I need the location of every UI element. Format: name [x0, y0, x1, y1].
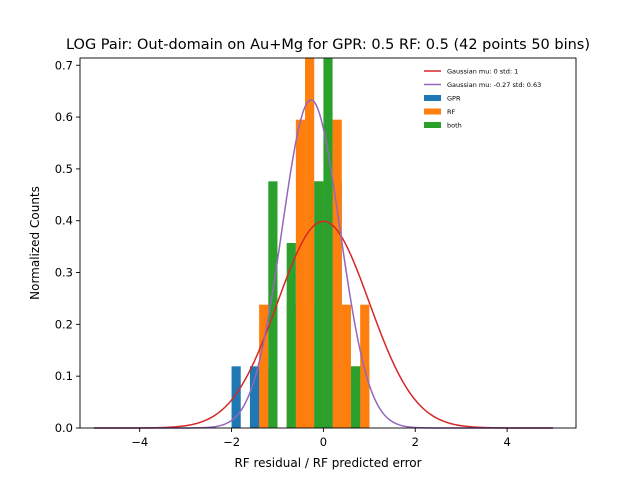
y-axis-label: Normalized Counts	[28, 186, 42, 300]
legend-swatch-3	[424, 108, 441, 115]
y-tick-label-1: 0.1	[55, 369, 73, 383]
plot-frame	[79, 57, 577, 429]
y-tick-label-0: 0.0	[55, 421, 73, 435]
x-tick-label-0: −4	[131, 435, 148, 449]
y-tick-label-4: 0.4	[55, 214, 73, 228]
y-tick-label-5: 0.5	[55, 162, 73, 176]
bar-rf-3	[295, 119, 306, 429]
bar-gpr-0	[231, 366, 241, 428]
legend-label-2: GPR	[447, 94, 461, 102]
bar-both-4	[350, 366, 361, 428]
legend-label-1: Gaussian mu: -0.27 std: 0.63	[447, 81, 541, 89]
bar-both-1	[286, 243, 296, 428]
gaussian-curve-0	[93, 220, 554, 429]
bars-layer	[231, 58, 370, 429]
y-tick-label-2: 0.2	[55, 317, 73, 331]
legend-label-4: both	[447, 121, 462, 129]
y-tick-label-6: 0.6	[55, 110, 73, 124]
bar-rf-9	[360, 304, 370, 428]
y-tick-label-3: 0.3	[55, 266, 73, 280]
bar-both-0	[268, 181, 278, 428]
x-tick-label-2: 0	[320, 435, 327, 449]
bar-both-2	[314, 181, 324, 428]
x-tick-label-3: 2	[412, 435, 419, 449]
legend-swatch-4	[424, 122, 441, 128]
legend-label-3: RF	[447, 108, 456, 116]
legend: Gaussian mu: 0 std: 1 Gaussian mu: -0.27 …	[424, 67, 541, 129]
x-axis-ticks: −4 −2 0 2 4	[131, 428, 511, 449]
legend-swatch-2	[424, 95, 441, 101]
bar-rf-7	[341, 304, 351, 428]
y-tick-label-7: 0.7	[55, 58, 73, 72]
bar-both-3	[323, 58, 333, 428]
legend-label-0: Gaussian mu: 0 std: 1	[447, 67, 518, 75]
y-axis-ticks: 0.0 0.1 0.2 0.3 0.4 0.5 0.6 0.7	[55, 58, 80, 435]
bar-rf-0	[259, 304, 269, 428]
x-tick-label-1: −2	[223, 435, 240, 449]
chart-title: LOG Pair: Out-domain on Au+Mg for GPR: 0…	[66, 37, 590, 53]
bar-rf-4	[305, 58, 315, 428]
x-axis-label: RF residual / RF predicted error	[234, 456, 421, 470]
bar-gpr-1	[249, 366, 260, 428]
x-tick-label-4: 4	[503, 435, 510, 449]
bar-rf-6	[332, 119, 342, 429]
